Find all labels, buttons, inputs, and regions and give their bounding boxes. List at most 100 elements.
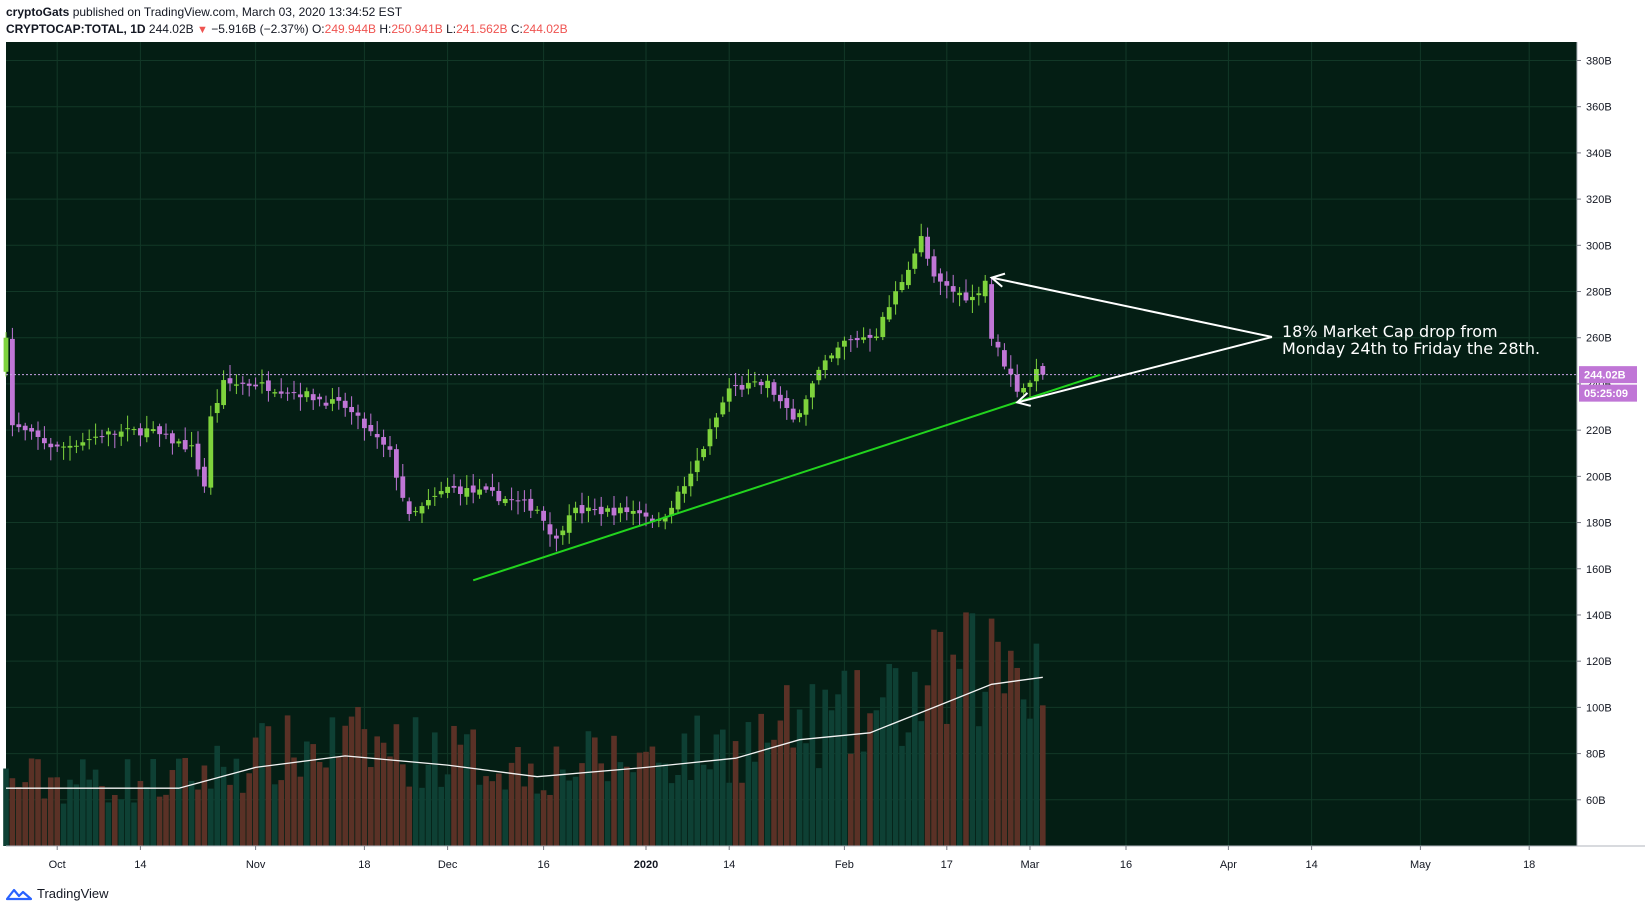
candle-body bbox=[502, 498, 508, 504]
candle-body bbox=[266, 380, 271, 391]
volume-bar bbox=[16, 786, 22, 846]
volume-bar bbox=[73, 784, 80, 846]
volume-bar bbox=[112, 794, 118, 846]
candle-body bbox=[163, 433, 169, 435]
volume-bar bbox=[681, 733, 688, 846]
candle-body bbox=[899, 282, 905, 290]
candle-body bbox=[67, 445, 73, 448]
volume-bar bbox=[496, 773, 502, 846]
volume-bar bbox=[758, 713, 764, 846]
volume-bar bbox=[668, 783, 675, 846]
candle-body bbox=[688, 473, 694, 487]
candle-body bbox=[643, 512, 649, 517]
y-tick-label: 380B bbox=[1586, 55, 1612, 67]
volume-bar bbox=[1014, 667, 1020, 846]
volume-bar bbox=[227, 784, 233, 846]
candle-body bbox=[675, 491, 681, 510]
y-tick-label: 300B bbox=[1586, 240, 1612, 252]
volume-bar bbox=[822, 689, 828, 846]
volume-bar bbox=[284, 715, 291, 846]
candle-body bbox=[182, 440, 188, 450]
y-tick-label: 200B bbox=[1586, 471, 1612, 483]
candle-body bbox=[970, 296, 975, 301]
volume-bar bbox=[764, 742, 771, 846]
volume-bar bbox=[144, 786, 150, 846]
annotation-arrows[interactable] bbox=[989, 272, 1273, 407]
candle-body bbox=[61, 446, 66, 448]
volume-bar bbox=[105, 802, 112, 846]
volume-bar bbox=[387, 756, 393, 846]
candle-body bbox=[605, 508, 610, 512]
volume-bar bbox=[630, 772, 636, 846]
volume-bar bbox=[118, 799, 124, 846]
annotation-line-2[interactable]: Monday 24th to Friday the 28th. bbox=[1282, 339, 1540, 358]
volume-bar bbox=[342, 725, 348, 846]
x-tick-label: 16 bbox=[537, 859, 549, 871]
x-tick-label: Dec bbox=[438, 859, 458, 871]
y-tick-label: 340B bbox=[1586, 148, 1612, 160]
candle-body bbox=[394, 449, 399, 478]
time-axis[interactable]: Oct 14 Nov 18 Dec 16 2020 14 Feb 17 Mar 16 Apr 14 May 1… bbox=[6, 845, 1645, 871]
candle-body bbox=[106, 431, 111, 435]
volume-bar bbox=[41, 798, 48, 846]
candle-body bbox=[208, 416, 214, 488]
candle-body bbox=[797, 413, 802, 418]
volume-bar bbox=[848, 753, 854, 846]
candle-body bbox=[29, 428, 34, 432]
candle-body bbox=[458, 486, 463, 495]
candle-body bbox=[426, 500, 431, 506]
candle-body bbox=[112, 433, 118, 435]
symbol-label[interactable]: CRYPTOCAP:TOTAL, 1D bbox=[6, 22, 146, 36]
y-tick-label: 320B bbox=[1586, 194, 1612, 206]
candle-body bbox=[118, 431, 124, 437]
volume-bar bbox=[291, 757, 297, 846]
price-axis[interactable]: 380B360B340B320B300B280B260B240B220B200B… bbox=[1576, 42, 1645, 846]
candle-body bbox=[829, 355, 834, 359]
candle-body bbox=[400, 476, 406, 498]
candle-body bbox=[989, 284, 994, 339]
volume-bar bbox=[406, 786, 412, 846]
volume-bar bbox=[617, 762, 624, 846]
candle-body bbox=[918, 236, 924, 253]
candle-body bbox=[496, 490, 502, 502]
volume-bar bbox=[720, 729, 726, 846]
candle-body bbox=[381, 437, 386, 445]
volume-bar bbox=[419, 787, 425, 846]
candle-body bbox=[746, 382, 751, 389]
volume-bar bbox=[969, 613, 976, 846]
volume-bar bbox=[361, 729, 368, 846]
volume-bar bbox=[675, 774, 681, 846]
candle-body bbox=[573, 507, 578, 514]
candle-body bbox=[694, 460, 700, 473]
volume-bar bbox=[726, 782, 732, 846]
volume-bar bbox=[246, 773, 252, 846]
candle-body bbox=[336, 397, 342, 401]
volume-bar bbox=[553, 746, 560, 846]
volume-bar bbox=[48, 777, 54, 846]
volume-bar bbox=[585, 731, 592, 846]
candle-body bbox=[701, 449, 706, 458]
candle-body bbox=[253, 384, 258, 387]
volume-bar bbox=[9, 778, 16, 846]
author-name[interactable]: cryptoGats bbox=[6, 5, 70, 19]
volume-bar bbox=[598, 763, 604, 846]
price-chart[interactable]: 18% Market Cap drop from Monday 24th to … bbox=[0, 0, 1645, 880]
candle-body bbox=[323, 402, 329, 406]
candle-body bbox=[1008, 368, 1014, 375]
volume-bar bbox=[259, 723, 265, 846]
candle-body bbox=[144, 428, 150, 438]
volume-bar bbox=[240, 792, 246, 846]
volume-bar bbox=[828, 710, 835, 846]
volume-bar bbox=[28, 758, 35, 846]
trend-line[interactable] bbox=[472, 373, 1101, 582]
volume-bar bbox=[208, 788, 214, 846]
candle-body bbox=[477, 489, 482, 495]
volume-bar bbox=[867, 713, 873, 846]
candle-body bbox=[227, 378, 233, 384]
volume-ma-line bbox=[6, 676, 1043, 789]
volume-bar bbox=[880, 697, 886, 846]
annotation-line-1[interactable]: 18% Market Cap drop from bbox=[1282, 322, 1498, 341]
volume-bar bbox=[707, 769, 713, 846]
volume-bar bbox=[521, 786, 528, 846]
tradingview-logo[interactable]: TradingView bbox=[6, 886, 109, 901]
